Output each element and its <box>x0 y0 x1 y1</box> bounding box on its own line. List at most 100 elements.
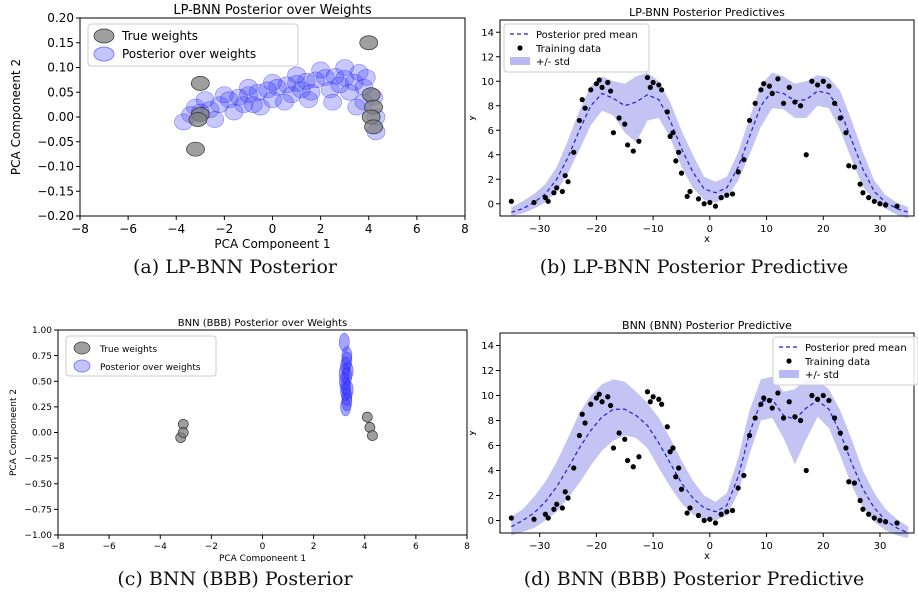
chart-b-svg: −30 −20 −10 0 10 20 30 0 2 4 6 8 10 12 14 LP-BNN Poster… <box>470 6 915 245</box>
training-point <box>664 109 670 115</box>
x-tick-label: −20 <box>586 541 607 552</box>
training-point <box>607 88 614 94</box>
plot-frame <box>499 19 915 217</box>
training-point <box>871 515 877 521</box>
training-point <box>551 190 557 196</box>
chart-title: LP-BNN Posterior Predictives <box>629 6 785 19</box>
training-point <box>860 190 866 196</box>
y-tick-label: 10 <box>481 77 494 88</box>
training-point <box>659 401 665 407</box>
training-point <box>851 164 858 170</box>
posterior-point <box>275 93 294 111</box>
training-point <box>656 396 662 402</box>
training-point <box>588 87 594 93</box>
training-point <box>837 430 843 436</box>
true-weight-point <box>367 430 378 441</box>
x-tick-label: −8 <box>51 542 65 552</box>
training-point <box>593 395 600 401</box>
legend-data-label: Training data <box>804 357 870 368</box>
training-point <box>605 394 611 400</box>
training-point <box>851 480 858 486</box>
training-point <box>531 199 537 206</box>
x-tick-label: 0 <box>707 224 713 235</box>
training-point <box>644 389 651 395</box>
x-axis-label: PCA Componeent 1 <box>214 237 330 250</box>
training-point <box>758 87 764 93</box>
posterior-point <box>357 69 376 86</box>
x-tick-label: 6 <box>413 542 419 552</box>
y-tick-label: 4 <box>488 466 494 477</box>
training-point <box>809 78 815 84</box>
training-point <box>607 402 614 409</box>
training-point <box>761 81 767 87</box>
training-point <box>797 417 804 424</box>
legend-true-marker <box>93 28 115 44</box>
training-point <box>562 489 568 495</box>
x-tick-label: −20 <box>586 224 607 235</box>
x-tick-label: 30 <box>874 224 887 235</box>
caption-b: (b) LP-BNN Posterior Predictive <box>539 256 849 278</box>
training-point <box>797 103 804 109</box>
training-point <box>775 390 781 396</box>
y-tick-label: 2 <box>488 491 494 502</box>
training-point <box>814 82 821 88</box>
y-tick-label: 14 <box>481 341 494 352</box>
true-weight-point <box>359 35 379 51</box>
training-point <box>576 117 582 124</box>
training-point <box>701 517 707 524</box>
training-point <box>729 191 736 197</box>
training-point <box>857 181 863 187</box>
training-point <box>636 454 642 460</box>
training-point <box>866 511 872 517</box>
x-tick-label: 4 <box>362 542 368 552</box>
training-point <box>650 79 656 86</box>
training-point <box>746 117 753 124</box>
training-point <box>571 149 577 155</box>
true-weight-point <box>188 112 208 127</box>
training-point <box>741 157 747 163</box>
legend-box <box>87 23 299 67</box>
caption-c: (c) BNN (BBB) Posterior <box>117 568 353 590</box>
chart-a-svg: −8 −6 −4 −2 0 2 4 6 8 −0.20 −0.15 −0.10 −0.05 0.00 0.0… <box>9 3 469 250</box>
x-tick-label: 10 <box>760 224 773 235</box>
posterior-point <box>296 73 316 90</box>
posterior-point <box>320 81 340 99</box>
y-tick-label: −0.10 <box>37 160 74 174</box>
x-tick-label: 4 <box>365 222 373 236</box>
training-point <box>729 507 736 514</box>
training-point <box>673 158 679 164</box>
posterior-point <box>347 98 367 116</box>
x-tick-label: −6 <box>102 542 116 552</box>
training-point <box>769 405 775 411</box>
x-tick-label: 8 <box>464 542 470 552</box>
legend-posterior-label: Posterior over weights <box>100 363 201 373</box>
posterior-point <box>340 83 359 101</box>
x-tick-label: −8 <box>71 222 89 236</box>
y-tick-label: 2 <box>488 175 494 186</box>
legend-true-label: True weights <box>99 345 157 355</box>
training-point <box>622 121 628 127</box>
training-point <box>667 449 673 455</box>
y-tick-label: −0.75 <box>24 506 52 516</box>
posterior-point <box>251 98 270 116</box>
training-point <box>846 479 852 485</box>
y-axis-label: PCA Componeent 2 <box>9 389 19 476</box>
training-point <box>718 511 724 517</box>
x-tick-label: 30 <box>874 541 887 552</box>
training-point <box>664 424 670 430</box>
training-point <box>647 84 653 90</box>
training-point <box>559 505 565 511</box>
plot-frame <box>499 332 915 534</box>
training-point <box>712 203 719 209</box>
training-point <box>625 142 631 148</box>
training-point <box>707 199 713 206</box>
training-point <box>582 105 588 111</box>
training-point <box>826 83 832 89</box>
training-point <box>814 396 821 402</box>
training-point <box>894 203 900 209</box>
y-tick-label: −0.20 <box>37 209 74 223</box>
legend-band-label: +/- std <box>805 370 839 381</box>
posterior-point <box>195 91 215 108</box>
posterior-point <box>299 91 318 108</box>
legend-posterior-label: Posterior over weights <box>122 47 256 61</box>
